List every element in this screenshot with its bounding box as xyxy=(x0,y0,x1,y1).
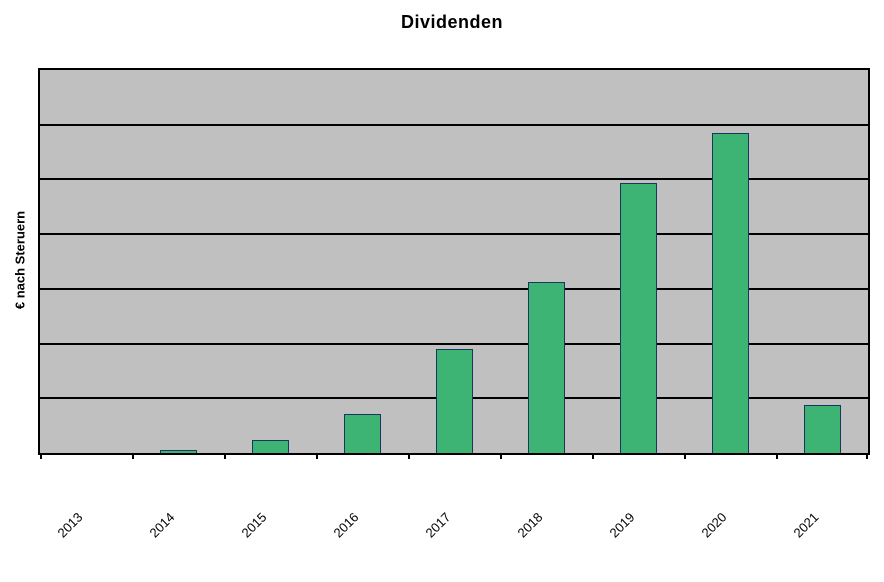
x-axis-tick xyxy=(132,453,134,459)
x-axis-tick xyxy=(316,453,318,459)
x-tick-label-2020: 2020 xyxy=(698,509,730,541)
x-tick-label-2017: 2017 xyxy=(422,509,454,541)
x-axis-tick xyxy=(408,453,410,459)
chart-title: Dividenden xyxy=(400,12,503,32)
bar-2018 xyxy=(527,282,565,453)
bar-2017 xyxy=(435,349,473,453)
x-tick-label-2021: 2021 xyxy=(790,509,822,541)
bar-2020 xyxy=(711,133,749,453)
x-tick-label-2014: 2014 xyxy=(146,509,178,541)
x-axis-tick xyxy=(776,453,778,459)
bar-2019 xyxy=(619,182,657,453)
gridline xyxy=(40,287,868,290)
x-axis-tick xyxy=(500,453,502,459)
gridline xyxy=(40,178,868,181)
x-axis-tick xyxy=(684,453,686,459)
bar-2021 xyxy=(803,405,841,453)
x-axis-tick xyxy=(592,453,594,459)
gridline xyxy=(40,233,868,236)
gridline xyxy=(40,342,868,345)
x-axis-tick xyxy=(40,453,42,459)
gridline xyxy=(40,123,868,126)
y-axis-label: € nach Steruern xyxy=(12,210,28,310)
x-axis-tick xyxy=(224,453,226,459)
bar-2016 xyxy=(343,413,381,453)
plot-area: 2013 2014 2015 2016 2017 2018 2019 2020 2021 xyxy=(38,68,870,541)
x-tick-label-2015: 2015 xyxy=(238,509,270,541)
x-axis-tick xyxy=(866,453,868,459)
bar-2014 xyxy=(159,450,197,453)
x-tick-label-2016: 2016 xyxy=(330,509,362,541)
bar-2015 xyxy=(251,440,289,453)
x-tick-label-2019: 2019 xyxy=(606,509,638,541)
x-tick-label-2013: 2013 xyxy=(54,509,86,541)
x-tick-label-2018: 2018 xyxy=(514,509,546,541)
